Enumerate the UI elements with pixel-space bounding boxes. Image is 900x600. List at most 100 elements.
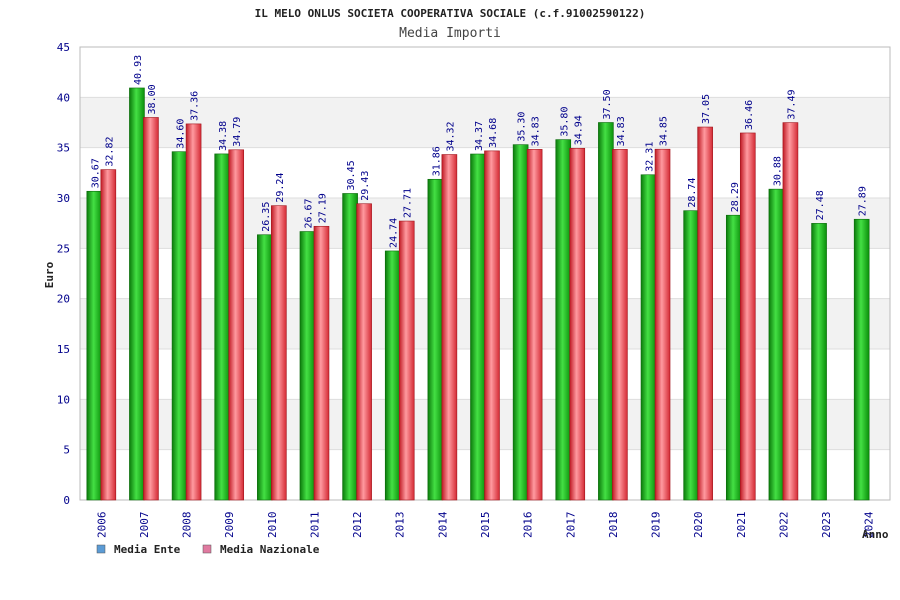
y-tick-label: 25 <box>57 242 70 255</box>
value-label: 36.46 <box>744 100 755 130</box>
value-labels: 30.67 40.93 34.60 34.38 26.35 26.67 30.45 24.74… <box>90 55 868 248</box>
value-label: 35.30 <box>517 112 528 142</box>
value-label: 31.86 <box>431 146 442 176</box>
x-tick-label: 2013 <box>394 512 407 539</box>
bar-media-ente <box>555 139 572 501</box>
bar-media-nazionale <box>569 147 586 501</box>
x-tick-label: 2017 <box>564 512 577 539</box>
bar-media-nazionale <box>228 149 245 501</box>
value-label: 27.89 <box>858 186 869 216</box>
x-tick-label: 2016 <box>522 512 535 539</box>
x-tick-label: 2019 <box>650 512 663 539</box>
value-label: 28.29 <box>730 182 741 212</box>
value-label: 38.00 <box>147 84 158 114</box>
bar-media-nazionale <box>398 220 415 501</box>
bar-media-nazionale <box>484 150 500 501</box>
y-tick-label: 20 <box>57 293 70 306</box>
bar-media-nazionale <box>441 154 458 501</box>
x-axis-label: Anno <box>862 528 889 541</box>
value-label: 30.45 <box>346 160 357 190</box>
legend-label-media-nazionale: Media Nazionale <box>220 543 320 556</box>
x-axis-ticks: 2006 2007 2008 2009 2010 2011 2012 2013 2014 2015… <box>95 511 875 538</box>
x-tick-label: 2022 <box>777 512 790 539</box>
value-label: 32.82 <box>104 137 115 167</box>
x-tick-label: 2009 <box>223 512 236 539</box>
y-tick-label: 5 <box>63 444 70 457</box>
value-label: 34.85 <box>659 116 670 146</box>
chart-subtitle: Media Importi <box>399 26 501 41</box>
bar-media-nazionale <box>100 169 117 501</box>
x-tick-label: 2011 <box>308 512 321 539</box>
bar-media-nazionale <box>271 205 287 501</box>
y-tick-label: 30 <box>57 192 70 205</box>
bar-media-ente <box>427 178 444 501</box>
y-tick-label: 40 <box>57 91 70 104</box>
x-tick-label: 2021 <box>735 512 748 539</box>
bar-media-ente <box>214 153 231 501</box>
value-label: 37.49 <box>786 89 797 119</box>
value-label: 29.43 <box>360 171 371 201</box>
x-tick-label: 2015 <box>479 512 492 539</box>
bar-media-nazionale <box>143 117 159 501</box>
x-tick-label: 2023 <box>820 512 833 539</box>
x-tick-label: 2024 <box>863 511 876 538</box>
bar-media-nazionale <box>526 149 543 501</box>
value-label: 35.80 <box>559 107 570 137</box>
value-label: 30.88 <box>772 156 783 186</box>
value-label: 37.05 <box>701 94 712 124</box>
bar-media-ente <box>725 214 742 501</box>
bar-media-ente <box>768 188 785 501</box>
value-label: 26.67 <box>303 198 314 228</box>
bar-media-nazionale <box>782 122 799 501</box>
bar-media-ente <box>683 210 699 501</box>
bar-media-nazionale <box>739 132 756 501</box>
bars <box>86 87 870 501</box>
y-tick-label: 0 <box>63 494 70 507</box>
bar-media-ente <box>86 190 103 501</box>
x-tick-label: 2014 <box>436 511 449 538</box>
value-label: 29.24 <box>275 173 286 203</box>
legend-swatch-media-ente <box>96 544 106 554</box>
value-label: 34.68 <box>488 118 499 148</box>
x-tick-label: 2007 <box>138 512 151 539</box>
value-label: 34.94 <box>573 115 584 145</box>
value-label: 27.48 <box>815 190 826 220</box>
value-label: 34.60 <box>176 119 187 149</box>
bar-media-ente <box>299 231 316 501</box>
y-tick-label: 35 <box>57 142 70 155</box>
grid-band <box>80 47 890 98</box>
value-label: 40.93 <box>133 55 144 85</box>
y-tick-label: 15 <box>57 343 70 356</box>
x-tick-label: 2018 <box>607 512 620 539</box>
value-label: 34.79 <box>232 117 243 147</box>
value-label: 37.50 <box>602 89 613 119</box>
y-axis-label: Euro <box>43 261 56 288</box>
value-label: 34.38 <box>218 121 229 151</box>
bar-media-ente <box>853 218 870 501</box>
bar-media-ente <box>640 174 657 501</box>
bar-media-ente <box>129 87 145 501</box>
y-axis-ticks: 0 5 10 15 20 25 30 35 40 45 <box>57 41 70 507</box>
bar-media-ente <box>598 122 614 501</box>
bar-media-ente <box>171 151 188 501</box>
value-label: 27.19 <box>317 193 328 223</box>
chart-title: IL MELO ONLUS SOCIETA COOPERATIVA SOCIAL… <box>255 7 646 20</box>
value-label: 30.67 <box>90 158 101 188</box>
x-tick-label: 2012 <box>351 512 364 539</box>
bar-media-ente <box>384 250 401 501</box>
value-label: 34.83 <box>531 116 542 146</box>
bar-media-ente <box>257 234 273 501</box>
bar-media-ente <box>342 193 358 501</box>
y-tick-label: 45 <box>57 41 70 54</box>
bar-media-ente <box>811 223 827 501</box>
legend-swatch-media-nazionale <box>202 544 212 554</box>
y-tick-label: 10 <box>57 393 70 406</box>
legend-label-media-ente: Media Ente <box>114 543 181 556</box>
value-label: 34.37 <box>474 121 485 151</box>
x-tick-label: 2006 <box>95 512 108 539</box>
value-label: 34.32 <box>445 121 456 151</box>
value-label: 24.74 <box>389 218 400 248</box>
bar-media-nazionale <box>612 149 628 501</box>
bar-media-nazionale <box>654 148 671 501</box>
